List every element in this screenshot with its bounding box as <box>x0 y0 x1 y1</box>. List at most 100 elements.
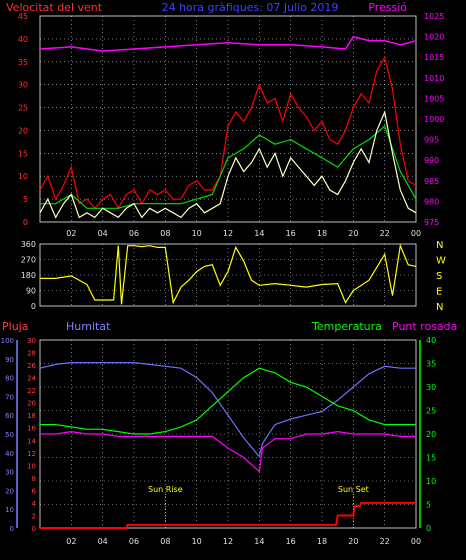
series-gust-light <box>39 110 417 219</box>
rain-y-tick: 20 <box>27 400 36 408</box>
pressure-y-tick: 1005 <box>424 94 444 103</box>
sunrise-label: Sun Rise <box>148 485 183 494</box>
rain-axis-label: Pluja <box>2 320 28 333</box>
series-pressure <box>39 35 417 52</box>
temp-x-tick: 22 <box>380 537 390 546</box>
rain-y-tick: 12 <box>27 450 36 458</box>
humidity-y-tick: 60 <box>5 412 14 420</box>
humidity-axis-label: Humitat <box>66 320 111 333</box>
humidity-y-tick: 10 <box>5 506 14 514</box>
temp-x-tick: 04 <box>98 537 108 546</box>
wind-x-tick: 00 <box>411 229 421 238</box>
series-average <box>40 124 417 209</box>
rain-y-tick: 4 <box>32 500 37 508</box>
humidity-y-tick: 100 <box>1 337 14 345</box>
rain-y-tick: 16 <box>27 425 36 433</box>
series-rain <box>40 501 416 529</box>
rain-y-tick: 0 <box>32 525 36 533</box>
pressure-y-tick: 980 <box>424 197 439 206</box>
humidity-y-tick: 80 <box>5 375 14 383</box>
temperature-axis-label: Temperatura <box>311 320 382 333</box>
temp-y-tick: 10 <box>426 477 436 486</box>
wind-x-tick: 10 <box>192 229 202 238</box>
humidity-y-tick: 50 <box>5 431 14 439</box>
series-gust <box>39 55 417 210</box>
wind-x-tick: 22 <box>380 229 390 238</box>
rain-y-tick: 24 <box>27 375 36 383</box>
wind-x-tick: 08 <box>160 229 170 238</box>
temp-humidity-rain-panel: Pluja Humitat Temperatura Punt rosada 0 1… <box>1 320 458 546</box>
direction-y-tick: 180 <box>21 271 36 280</box>
wind-label: Velocitat del vent <box>6 1 103 14</box>
wind-y-tick: 5 <box>23 195 28 204</box>
humidity-y-tick: 20 <box>5 487 14 495</box>
sunset-label: Sun Set <box>338 485 369 494</box>
wind-y-tick: 30 <box>18 81 28 90</box>
wind-x-tick: 04 <box>98 229 108 238</box>
wind-x-tick: 12 <box>223 229 233 238</box>
rain-y-tick: 22 <box>27 387 36 395</box>
temp-x-tick: 10 <box>192 537 202 546</box>
humidity-y-tick: 0 <box>10 525 14 533</box>
wind-x-tick: 20 <box>348 229 358 238</box>
pressure-y-tick: 990 <box>424 156 439 165</box>
series-direction <box>40 243 417 305</box>
wind-x-tick: 02 <box>66 229 76 238</box>
temp-y-tick: 20 <box>426 430 436 439</box>
rain-y-tick: 26 <box>27 362 36 370</box>
pressure-y-tick: 1000 <box>424 115 444 124</box>
wind-plot-frame <box>39 15 417 223</box>
temp-y-tick: 35 <box>426 360 436 369</box>
pressure-y-tick: 1015 <box>424 53 444 62</box>
temp-x-tick: 18 <box>317 537 327 546</box>
humidity-y-tick: 30 <box>5 469 14 477</box>
rain-y-tick: 28 <box>27 350 36 358</box>
rain-y-tick: 18 <box>27 412 36 420</box>
wind-y-tick: 35 <box>18 58 28 67</box>
wind-x-tick: 14 <box>254 229 264 238</box>
rain-y-tick: 10 <box>27 462 36 470</box>
chart-title: 24 hora gràfiques: 07 Julio 2019 <box>162 1 339 14</box>
pressure-y-tick: 1010 <box>424 74 444 83</box>
compass-label: N <box>436 240 443 251</box>
wind-y-tick: 20 <box>18 126 28 135</box>
temp-x-tick: 20 <box>348 537 358 546</box>
pressure-y-tick: 985 <box>424 177 439 186</box>
series-temperature <box>40 367 416 435</box>
series-dewpoint <box>40 430 416 473</box>
series-humidity <box>39 362 416 458</box>
compass-label: S <box>436 271 442 282</box>
direction-y-tick: 360 <box>21 240 36 249</box>
humidity-y-tick: 90 <box>5 356 14 364</box>
compass-label: N <box>436 302 443 313</box>
temp-y-tick: 40 <box>426 336 436 345</box>
temp-x-tick: 12 <box>223 537 233 546</box>
temp-x-tick: 00 <box>411 537 421 546</box>
pressure-y-tick: 975 <box>424 218 439 227</box>
temp-y-tick: 0 <box>426 524 431 533</box>
wind-y-tick: 15 <box>18 149 28 158</box>
compass-label: E <box>436 287 442 298</box>
temp-y-tick: 30 <box>426 383 436 392</box>
rain-y-tick: 8 <box>32 475 36 483</box>
humidity-y-tick: 40 <box>5 450 14 458</box>
wind-x-tick: 16 <box>286 229 296 238</box>
temp-x-tick: 06 <box>129 537 139 546</box>
direction-y-tick: 270 <box>21 256 36 265</box>
temp-y-tick: 5 <box>426 501 431 510</box>
dewpoint-axis-label: Punt rosada <box>392 320 457 333</box>
humidity-y-tick: 70 <box>5 393 14 401</box>
temp-x-tick: 08 <box>160 537 170 546</box>
direction-y-tick: 0 <box>31 302 36 311</box>
rain-y-tick: 2 <box>32 512 36 520</box>
wind-y-tick: 45 <box>18 12 28 21</box>
pressure-label: Pressió <box>368 1 407 14</box>
wind-x-tick: 18 <box>317 229 327 238</box>
temp-x-tick: 14 <box>254 537 264 546</box>
rain-y-tick: 30 <box>27 337 36 345</box>
pressure-y-tick: 995 <box>424 136 439 145</box>
wind-y-tick: 25 <box>18 104 28 113</box>
rain-y-tick: 14 <box>27 437 36 445</box>
